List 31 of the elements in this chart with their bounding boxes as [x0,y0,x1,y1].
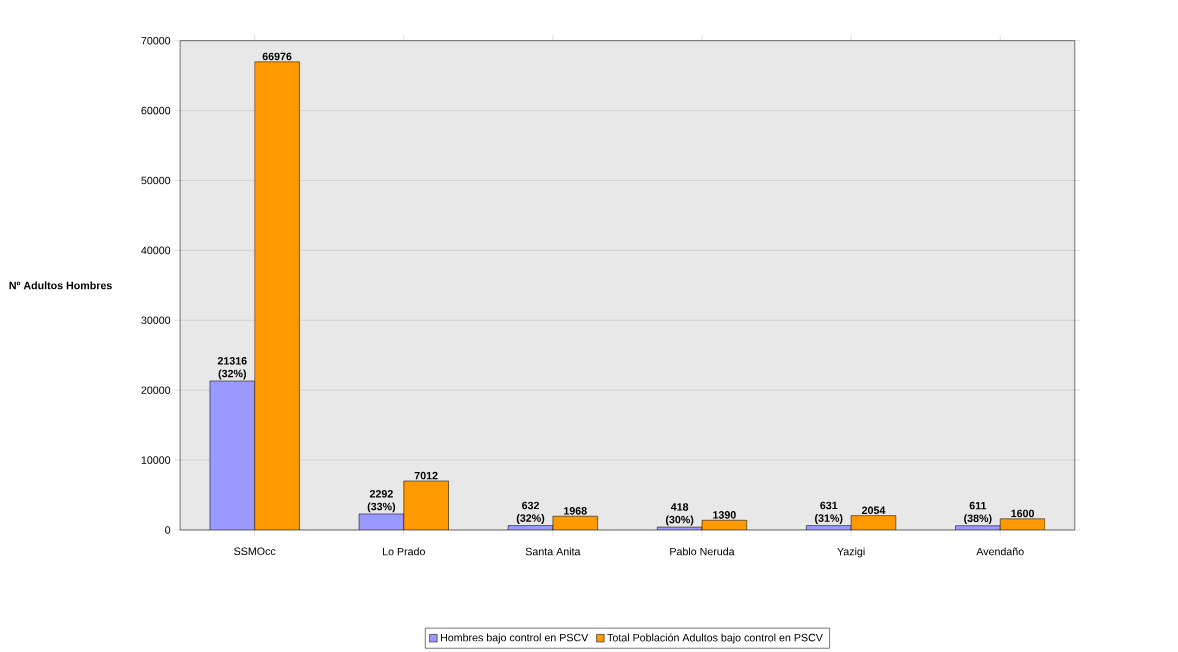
y-tick-label: 50000 [141,176,171,185]
x-tick-label: SSMOcc [234,547,276,556]
y-tick-label: 20000 [141,386,171,394]
bar [254,61,300,530]
x-tick-label: Yazigi [837,547,865,558]
y-axis-title: Nº Adultos Hombres [9,281,112,290]
data-label: 1600 [1011,509,1035,518]
data-label: 1390 [713,511,736,519]
data-label: 21316 (32%) [217,357,247,380]
y-tick-label: 40000 [141,246,171,255]
x-tick-label: Avendaño [976,547,1024,556]
y-tick-label: 0 [165,526,171,534]
data-label: 632 (32%) [516,501,545,524]
data-label: 611 (38%) [964,501,992,525]
y-tick-label: 70000 [141,36,171,45]
y-tick-label: 30000 [141,316,171,325]
x-tick-label: Pablo Neruda [670,547,735,556]
data-label: 631 (31%) [815,501,843,524]
y-tick-label: 60000 [141,106,171,115]
legend-label: Hombres bajo control en PSCV [440,633,589,644]
bar [403,480,449,530]
data-label: 2054 [861,506,886,515]
y-tick-label: 10000 [141,456,171,464]
x-tick-label: Lo Prado [383,547,425,556]
data-label: 7012 [414,471,438,480]
x-tick-label: Santa Anita [525,547,581,556]
data-label: 1968 [564,507,587,515]
legend-label: Total Población Adultos bajo control en PSCV [607,633,823,644]
data-label: 2292 (33%) [367,490,396,513]
data-label: 418 (30%) [665,503,694,526]
data-label: 66976 [262,52,292,61]
